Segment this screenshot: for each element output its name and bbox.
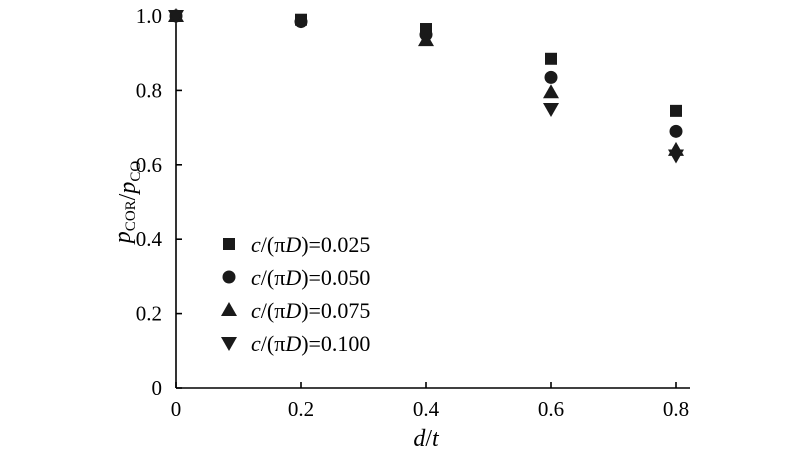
data-point-circle <box>669 124 683 138</box>
legend-entry-label: c/(πD)=0.025 <box>251 232 370 257</box>
y-tick-label: 0.4 <box>136 227 163 251</box>
legend-marker-triangle-up <box>221 302 237 316</box>
x-tick-label: 0.8 <box>663 397 689 421</box>
data-point-triangle-down <box>168 10 184 24</box>
legend-marker-triangle-down <box>221 337 237 351</box>
data-point-triangle-up <box>543 84 559 99</box>
data-point-circle <box>294 15 308 29</box>
x-tick-label: 0.4 <box>413 397 440 421</box>
y-tick-label: 0.6 <box>136 153 162 177</box>
data-point-square <box>545 52 557 65</box>
axes <box>175 12 690 389</box>
y-tick-label: 0.8 <box>136 78 162 102</box>
data-point-triangle-down <box>543 103 559 117</box>
legend-entry-label: c/(πD)=0.075 <box>251 298 370 323</box>
y-axis-ticks: 0 0.2 0.4 0.6 0.8 1.0 <box>136 4 182 400</box>
legend-marker-circle <box>222 270 236 284</box>
x-axis-ticks: 0 0.2 0.4 0.6 0.8 <box>171 382 689 421</box>
data-point-square <box>670 104 682 117</box>
y-tick-label: 0.2 <box>136 302 162 326</box>
y-tick-label: 1.0 <box>136 4 162 28</box>
x-tick-label: 0 <box>171 397 182 421</box>
legend-entry-label: c/(πD)=0.050 <box>251 265 370 290</box>
legend-marker-square <box>223 238 235 250</box>
data-point-triangle-down <box>668 149 684 164</box>
y-axis-label: pCOR/pCO <box>110 161 144 246</box>
x-tick-label: 0.2 <box>288 397 314 421</box>
y-tick-label: 0 <box>152 376 163 400</box>
x-tick-label: 0.6 <box>538 397 564 421</box>
data-point-circle <box>544 70 558 84</box>
x-axis-label: d/t <box>413 426 440 452</box>
data-points <box>168 8 684 164</box>
legend: c/(πD)=0.025 c/(πD)=0.050 c/(πD)=0.075 c/(π… <box>221 232 370 356</box>
legend-entry-label: c/(πD)=0.100 <box>251 331 370 356</box>
data-point-triangle-up <box>418 32 434 47</box>
